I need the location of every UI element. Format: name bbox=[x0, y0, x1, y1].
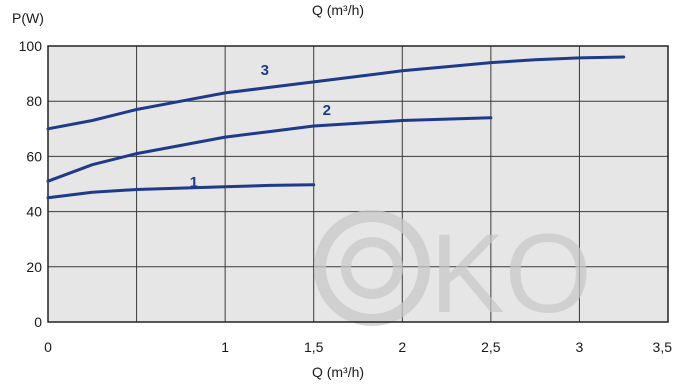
x-tick-label: 2 bbox=[398, 339, 406, 355]
plot-border bbox=[47, 45, 669, 323]
series-line-1 bbox=[46, 183, 316, 200]
x-tick-label: 3 bbox=[576, 339, 584, 355]
plot-area bbox=[48, 46, 668, 322]
top-axis-label: Q (m³/h) bbox=[311, 2, 365, 18]
series-label-2: 2 bbox=[323, 102, 331, 119]
series-label-3: 3 bbox=[261, 62, 269, 79]
x-axis-label: Q (m³/h) bbox=[311, 364, 365, 380]
series-label-1: 1 bbox=[190, 174, 198, 191]
y-tick-label: 40 bbox=[26, 204, 42, 220]
series-line-2 bbox=[46, 116, 493, 183]
y-tick-label: 80 bbox=[26, 93, 42, 109]
x-tick-label: 1 bbox=[221, 339, 229, 355]
watermark-text: KO bbox=[430, 211, 592, 336]
y-axis-label: P(W) bbox=[12, 10, 44, 26]
y-tick-label: 100 bbox=[19, 38, 43, 54]
x-tick-label: 3,5 bbox=[653, 339, 673, 355]
watermark-inner-ring bbox=[341, 237, 403, 299]
series-line-3 bbox=[46, 55, 626, 131]
y-tick-label: 0 bbox=[34, 314, 42, 330]
watermark-ring bbox=[314, 210, 430, 326]
y-tick-label: 60 bbox=[26, 148, 42, 164]
y-tick-label: 20 bbox=[26, 259, 42, 275]
x-tick-label: 1,5 bbox=[304, 339, 324, 355]
x-tick-label: 2,5 bbox=[481, 339, 501, 355]
x-tick-label: 0 bbox=[44, 339, 52, 355]
